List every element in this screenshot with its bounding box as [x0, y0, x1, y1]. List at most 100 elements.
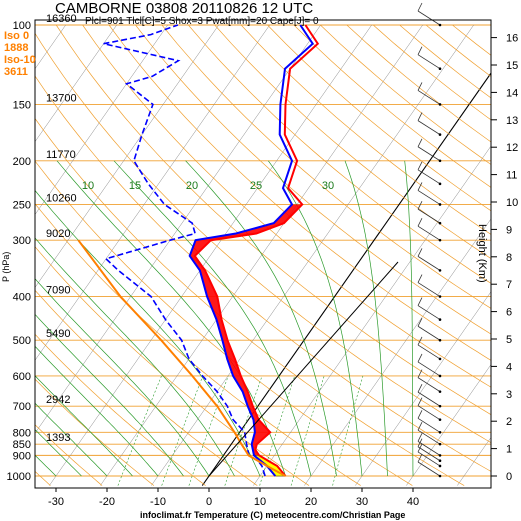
wind-barb-shaft [417, 451, 441, 467]
height-tick-label: 4 [506, 361, 512, 373]
dry-adiabat-line [214, 24, 491, 260]
dry-adiabat-line [240, 24, 491, 235]
dry-adiabat-line [35, 424, 103, 486]
wind-barb-shaft [417, 305, 441, 320]
height-tick-label: 12 [506, 142, 518, 154]
dry-adiabat-line [35, 246, 310, 486]
height-value-label: 5490 [46, 328, 70, 340]
temperature-tick-label: -20 [99, 496, 115, 508]
isotherm-line [355, 291, 491, 486]
moist-adiabat-line [35, 189, 261, 477]
wind-barb-flag [417, 2, 423, 12]
height-tick-label: 11 [506, 170, 517, 182]
wind-barb-station-dot [438, 430, 442, 434]
wind-barb-station-dot [438, 269, 442, 272]
wind-barb [417, 453, 442, 478]
moist-adiabat-line [35, 237, 235, 477]
wind-barb-shaft [417, 169, 441, 185]
wind-barb [417, 248, 442, 272]
wind-barb-shaft [417, 54, 441, 70]
isotherm-line [35, 24, 270, 361]
wind-barb [417, 274, 442, 298]
wind-barb-shaft [417, 417, 441, 433]
wind-barb-flag [417, 46, 423, 55]
isotherm-line [49, 24, 372, 486]
wind-barb-station-dot [438, 357, 442, 361]
mixing-ratio-line [290, 375, 325, 486]
mixing-ratio-line [332, 375, 364, 486]
moist-adiabat-line [35, 429, 82, 477]
wind-barb-shaft [417, 344, 441, 360]
wind-barb-shaft [417, 90, 441, 105]
height-tick-label: 6 [506, 307, 512, 319]
pressure-tick-label: 600 [13, 371, 31, 383]
pressure-tick-label: 300 [13, 235, 31, 247]
temperature-tick-label: 40 [407, 496, 419, 508]
wind-barb [417, 138, 442, 163]
pressure-tick-label: 150 [13, 99, 31, 111]
wind-barb-flag [417, 336, 423, 346]
height-tick-label: 1 [506, 444, 512, 456]
chart-subtitle: Plcl=901 Tlcl[C]=5 Shox=3 Pwat[mm]=20 Ca… [85, 16, 319, 27]
isotherm-line [35, 24, 219, 288]
moist-adiabat-line [35, 345, 159, 477]
moist-adiabat-line [113, 160, 312, 477]
freezing-level-label: Iso-10 [4, 54, 36, 66]
dry-adiabat-line [35, 203, 361, 486]
wind-barb-station-dot [438, 23, 442, 27]
dry-adiabat-line [35, 32, 491, 444]
wind-barb [417, 336, 442, 361]
mixing-ratio-line [117, 375, 162, 486]
temperature-tick-label: 10 [254, 496, 266, 508]
wind-barb-shaft [417, 461, 441, 477]
pressure-tick-label: 900 [13, 450, 31, 462]
pressure-tick-label: 100 [13, 20, 31, 32]
wind-barb-station-dot [438, 442, 442, 446]
moist-adiabat-line [35, 313, 184, 477]
dry-adiabat-line [161, 24, 491, 309]
pressure-tick-label: 400 [13, 292, 31, 304]
height-tick-label: 0 [506, 471, 512, 483]
wind-barb-flag [417, 138, 423, 147]
wind-barb [417, 369, 442, 393]
wind-barb-shaft [417, 361, 441, 377]
moist-adiabat-line [35, 402, 108, 477]
mixing-ratio-line [259, 375, 295, 486]
moist-adiabat-line [268, 160, 363, 477]
height-tick-label: 5 [506, 334, 512, 346]
dry-adiabat-line [35, 75, 491, 472]
pressure-tick-label: 1000 [7, 471, 31, 483]
height-tick-label: 14 [506, 87, 518, 99]
wind-barb-shaft [417, 441, 441, 456]
pressure-tick-label: 200 [13, 156, 31, 168]
wind-barb-flag [417, 297, 423, 306]
moist-adiabat-line [404, 160, 414, 476]
wind-barb-station-dot [438, 404, 442, 408]
series-line-0 [193, 24, 320, 477]
wind-barb [417, 397, 442, 421]
height-value-label: 11770 [46, 149, 76, 161]
wind-barb-shaft [417, 208, 441, 224]
height-value-label: 2942 [46, 394, 70, 406]
wind-barb-station-dot [438, 464, 442, 468]
isotherm-line [100, 24, 423, 486]
pressure-tick-label: 850 [13, 439, 31, 451]
isotherm-line [35, 24, 117, 143]
mixing-ratio-label: 25 [250, 180, 262, 192]
temperature-tick-label: 30 [356, 496, 368, 508]
series-line-1 [188, 24, 315, 477]
wind-barb [417, 218, 442, 242]
isotherm-line [304, 218, 491, 486]
wind-barb-flag [417, 182, 423, 191]
isotherm-line [35, 24, 168, 216]
chart-title: CAMBORNE 03808 20110826 12 UTC [55, 0, 313, 17]
height-value-label: 1393 [46, 432, 70, 444]
wind-barb-flag [417, 248, 423, 257]
dry-adiabat-line [135, 24, 491, 335]
wind-barb [417, 161, 442, 186]
temperature-tick-label: -10 [150, 496, 166, 508]
freezing-level-label: Iso 0 [4, 30, 29, 42]
panel-boundary-line [208, 261, 399, 477]
wind-barb-flag [417, 353, 423, 363]
mixing-ratio-line [224, 375, 263, 486]
